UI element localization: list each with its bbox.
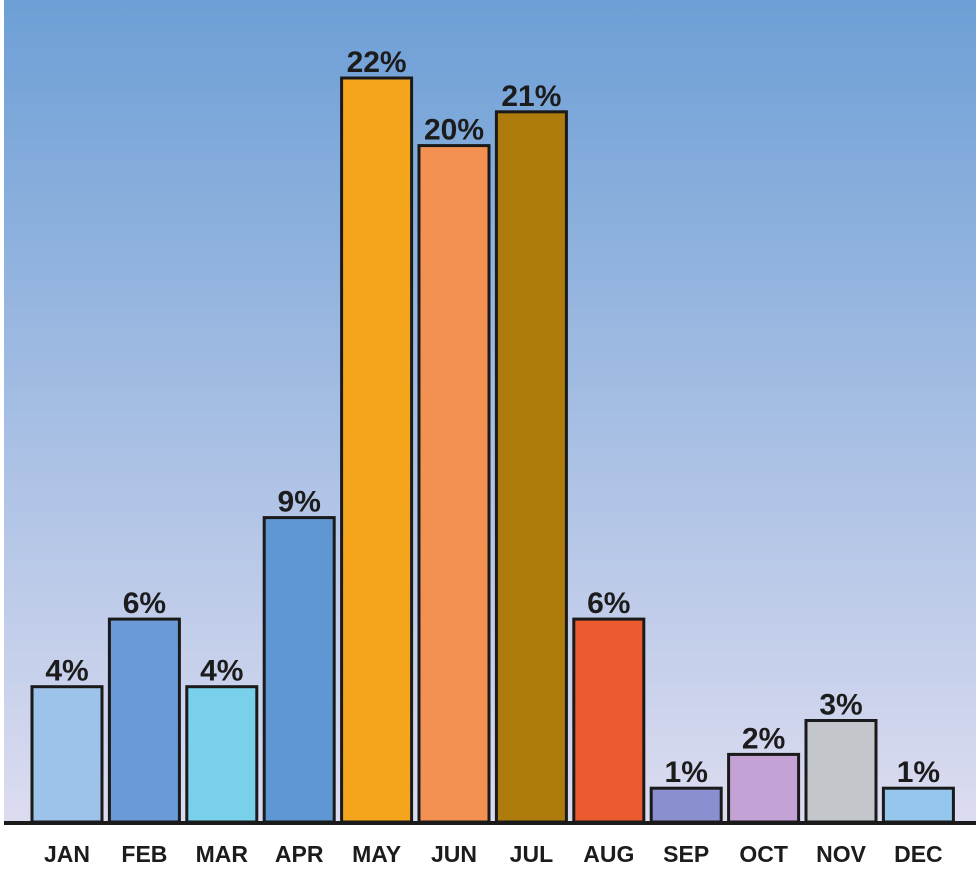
bar-may xyxy=(340,76,414,824)
value-label-jul: 21% xyxy=(501,80,561,113)
value-label-feb: 6% xyxy=(123,587,166,620)
value-label-nov: 3% xyxy=(819,689,862,722)
bar-dec xyxy=(881,786,955,824)
bar-apr xyxy=(262,516,336,824)
x-tick-label-apr: APR xyxy=(275,841,324,867)
value-label-dec: 1% xyxy=(897,756,940,789)
value-label-mar: 4% xyxy=(200,655,243,688)
x-tick-label-dec: DEC xyxy=(894,841,943,867)
bar-jul xyxy=(494,110,568,824)
bar-jun xyxy=(417,144,491,824)
bar-jan xyxy=(30,685,104,824)
x-tick-labels: JAN FEB MAR APR MAY JUN JUL AUG SEP OCT NOV DEC xyxy=(44,841,943,867)
bars-layer xyxy=(30,76,955,824)
value-label-jun: 20% xyxy=(424,114,484,147)
bar-nov xyxy=(804,719,878,824)
x-tick-label-may: MAY xyxy=(352,841,401,867)
value-labels-layer: 4% 6% 4% 9% 22% 20% 21% 6% 1% 2% 3% 1% xyxy=(45,46,940,789)
x-tick-label-oct: OCT xyxy=(739,841,788,867)
value-label-apr: 9% xyxy=(278,486,321,519)
value-label-sep: 1% xyxy=(665,756,708,789)
x-tick-label-aug: AUG xyxy=(583,841,634,867)
bar-mar xyxy=(185,685,259,824)
x-tick-label-jun: JUN xyxy=(431,841,477,867)
bar-feb xyxy=(107,617,181,824)
bar-oct xyxy=(727,752,801,824)
bar-aug xyxy=(572,617,646,824)
bar-sep xyxy=(649,786,723,824)
value-label-jan: 4% xyxy=(45,655,88,688)
value-label-may: 22% xyxy=(347,46,407,79)
x-tick-label-mar: MAR xyxy=(196,841,249,867)
x-tick-label-nov: NOV xyxy=(816,841,867,867)
x-tick-label-jul: JUL xyxy=(510,841,553,867)
value-label-aug: 6% xyxy=(587,587,630,620)
value-label-oct: 2% xyxy=(742,722,785,755)
x-tick-label-jan: JAN xyxy=(44,841,90,867)
x-tick-label-feb: FEB xyxy=(121,841,167,867)
x-tick-label-sep: SEP xyxy=(663,841,709,867)
